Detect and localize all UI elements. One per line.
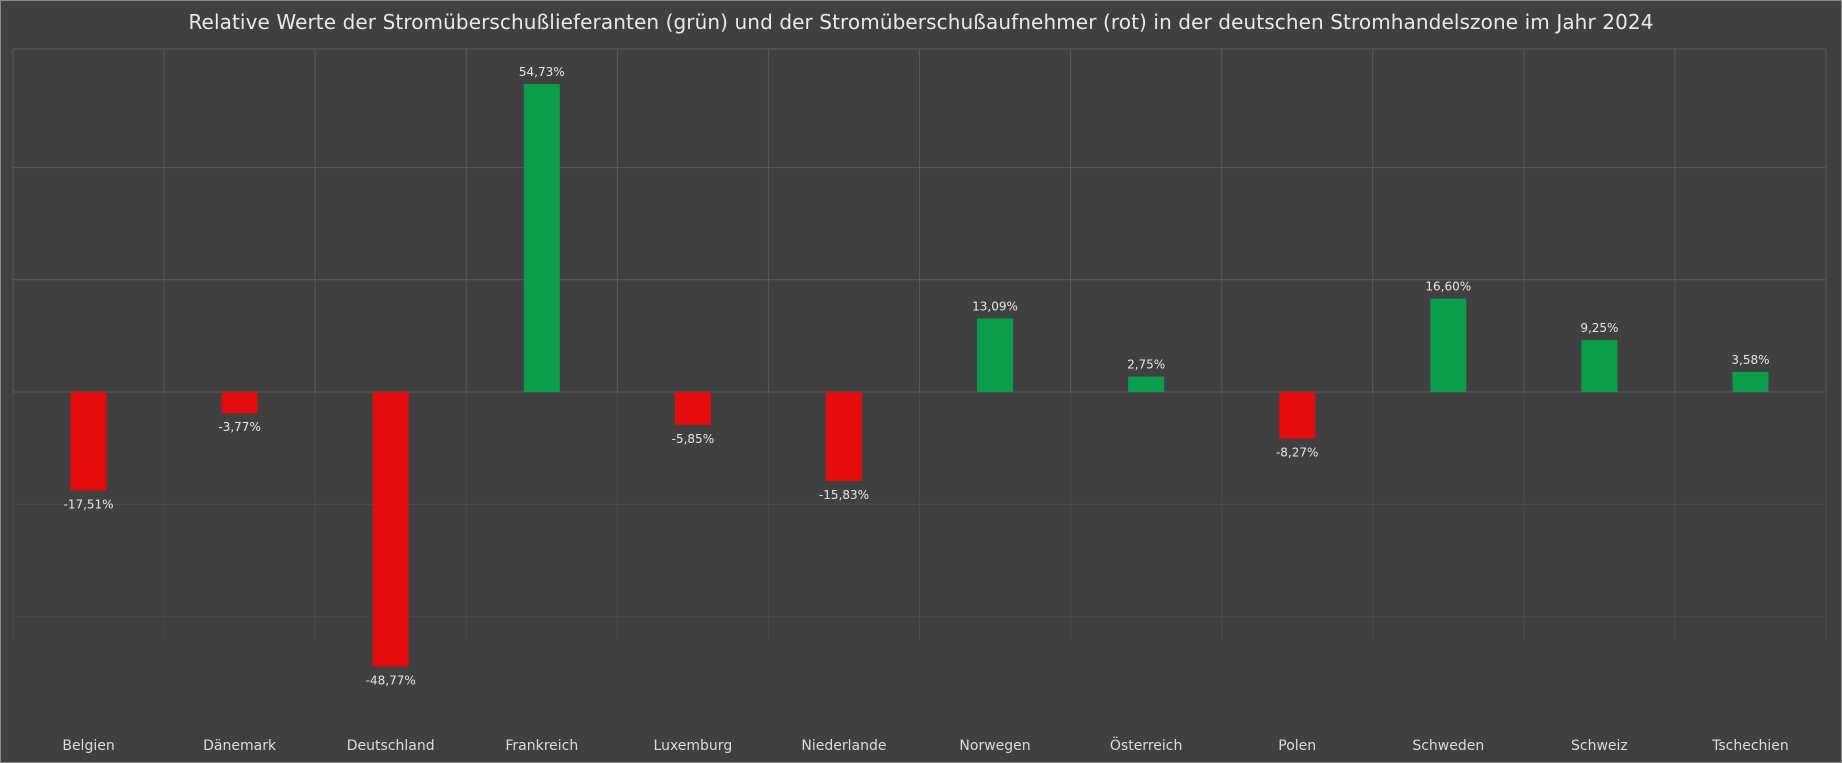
bar-luxemburg (674, 392, 711, 425)
x-axis-labels: Belgien Dänemark Deutschland Frankreich Luxe… (62, 736, 1788, 754)
data-label: -3,77% (218, 420, 260, 434)
x-tick-label: Schweiz (1571, 738, 1628, 754)
data-label: 13,09% (972, 299, 1018, 313)
x-tick-label: Dänemark (203, 738, 277, 754)
data-label: 54,73% (519, 65, 565, 79)
bar-tschechien (1732, 371, 1769, 392)
data-label: 16,60% (1425, 280, 1471, 294)
bar-dänemark (221, 392, 258, 414)
data-label: -48,77% (366, 673, 416, 687)
x-tick-label: Tschechien (1711, 738, 1789, 754)
bars (70, 84, 1769, 667)
bar-polen (1279, 392, 1316, 439)
x-tick-label: Niederlande (801, 738, 886, 754)
bar-norwegen (977, 318, 1014, 392)
data-label: -8,27% (1276, 446, 1318, 460)
grid-lines (12, 48, 1827, 640)
bar-niederlande (825, 392, 862, 482)
x-tick-label: Norwegen (959, 738, 1030, 754)
x-tick-label: Deutschland (347, 738, 435, 754)
data-label: 2,75% (1127, 358, 1165, 372)
x-tick-label: Polen (1278, 738, 1316, 754)
x-tick-label: Schweden (1412, 738, 1484, 754)
x-tick-label: Belgien (62, 738, 114, 754)
bar-österreich (1128, 376, 1165, 392)
chart-title: Relative Werte der Stromüberschußliefera… (188, 10, 1654, 34)
bar-frankreich (523, 84, 560, 392)
x-tick-label: Frankreich (505, 738, 578, 754)
bar-schweden (1430, 298, 1467, 392)
x-tick-label: Österreich (1110, 736, 1182, 754)
bar-schweiz (1581, 339, 1618, 392)
data-label: -15,83% (819, 488, 869, 502)
data-label: 9,25% (1580, 321, 1618, 335)
data-label: -5,85% (672, 432, 714, 446)
data-label: 3,58% (1731, 353, 1769, 367)
data-label: -17,51% (63, 498, 113, 512)
x-tick-label: Luxemburg (654, 738, 733, 754)
data-labels: -17,51% -3,77% -48,77% 54,73% -5,85% -15,83% 1… (63, 65, 1769, 687)
bar-belgien (70, 392, 107, 491)
bar-deutschland (372, 392, 409, 667)
